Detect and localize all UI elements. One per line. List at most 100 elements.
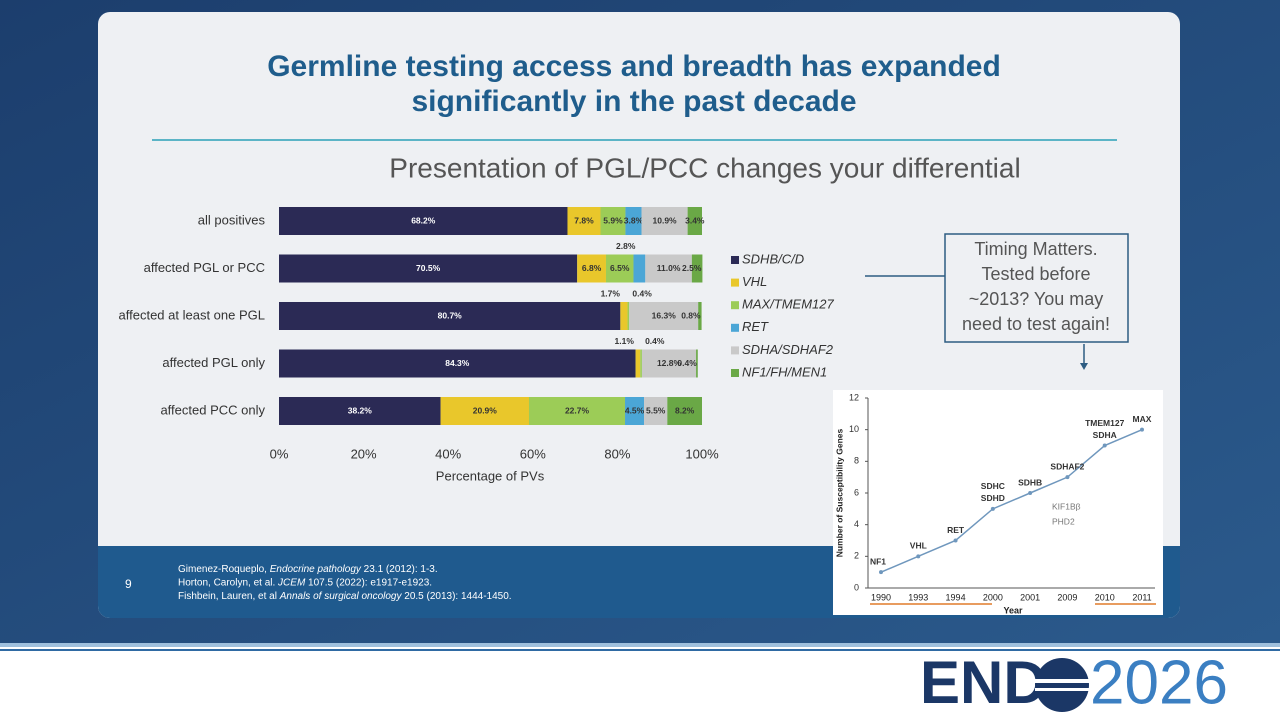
data-label: 4.5% (625, 405, 645, 415)
callout-box (944, 233, 1129, 343)
data-label: 11.0% (657, 263, 681, 273)
bar-segment (629, 302, 699, 330)
data-label: 8.2% (675, 405, 695, 415)
y-tick-label: 4 (854, 519, 859, 529)
data-label: 6.5% (610, 263, 630, 273)
data-label: 1.7% (601, 288, 621, 298)
reference-part: Gimenez-Roqueplo, (178, 564, 270, 575)
bar-segment (641, 349, 697, 378)
y-tick-label: 8 (854, 456, 859, 466)
callout-line: Timing Matters. (974, 239, 1097, 259)
point (1102, 443, 1107, 448)
reference: Gimenez-Roqueplo, Endocrine pathology 23… (178, 564, 438, 575)
point-label: SDHC (981, 481, 1005, 491)
legend-label: SDHB/C/D (742, 251, 804, 266)
category-label: affected at least one PGL (119, 307, 265, 322)
bar-segment (625, 397, 645, 425)
x-tick-label: 2011 (1132, 592, 1151, 602)
data-label: 3.8% (624, 215, 644, 225)
bar-segment (440, 397, 529, 425)
footer-rule (0, 643, 1280, 647)
bar-segment (698, 302, 702, 330)
reference-part: 107.5 (2022): e1917-e1923. (305, 577, 432, 588)
data-label: 2.8% (616, 241, 636, 251)
point (953, 538, 958, 543)
bar-segment (696, 349, 698, 378)
bar-segment (635, 349, 641, 378)
reference: Fishbein, Lauren, et al Annals of surgic… (178, 591, 512, 602)
bar-segment (567, 207, 601, 235)
x-tick-label: 1993 (908, 592, 928, 602)
legend-label: SDHA/SDHAF2 (742, 342, 834, 357)
point-label: SDHD (981, 493, 1005, 503)
x-tick-label: 20% (351, 446, 377, 461)
reference-part: 20.5 (2013): 1444-1450. (401, 591, 511, 602)
reference-part: JCEM (277, 577, 306, 588)
logo-right: 2026 (1090, 648, 1228, 717)
y-tick-label: 10 (849, 424, 859, 434)
data-label: 80.7% (438, 310, 463, 320)
legend-label: VHL (742, 274, 767, 289)
logo-left: END (920, 649, 1047, 716)
bar-segment (279, 349, 636, 378)
data-label: 0.4% (645, 336, 665, 346)
reference-part: Endocrine pathology (270, 564, 362, 575)
note: KIF1Bβ (1052, 501, 1081, 511)
legend-swatch (731, 256, 739, 264)
point-label: NF1 (870, 556, 886, 566)
x-tick-label: 80% (604, 446, 630, 461)
bar-segment (645, 254, 692, 283)
legend-label: MAX/TMEM127 (742, 297, 835, 312)
references: Gimenez-Roqueplo, Endocrine pathology 23… (178, 564, 512, 602)
reference-part: 23.1 (2012): 1-3. (361, 564, 438, 575)
callout-line: Tested before (981, 264, 1090, 284)
point (879, 570, 883, 575)
category-label: affected PGL or PCC (144, 260, 265, 275)
bar-segment (625, 207, 642, 235)
data-label: 0.4% (677, 358, 697, 368)
bar-segment (687, 207, 702, 235)
bar-segment (577, 254, 606, 283)
category-label: affected PGL only (162, 355, 265, 370)
data-label: 5.9% (603, 215, 623, 225)
category-label: affected PCC only (160, 402, 265, 417)
data-label: 84.3% (445, 358, 470, 368)
legend-swatch (731, 323, 739, 332)
bar-segment (667, 397, 702, 425)
data-label: 16.3% (652, 310, 677, 320)
point (1065, 475, 1070, 480)
bar-segment (279, 254, 578, 283)
bar-segment (627, 302, 630, 330)
data-label: 0.4% (632, 288, 652, 298)
x-tick-label: 60% (520, 446, 546, 461)
x-tick-label: 0% (270, 446, 289, 461)
point (1140, 427, 1144, 432)
data-label: 6.8% (582, 263, 602, 273)
logo-globe (1035, 658, 1089, 712)
bar-segment (279, 207, 568, 235)
point (990, 506, 995, 511)
bar-segment (640, 349, 642, 378)
category-label: all positives (198, 212, 266, 227)
inset-panel (833, 390, 1163, 615)
x-tick-label: 2001 (1020, 592, 1040, 602)
footer-rule (0, 649, 1280, 651)
legend-swatch (731, 369, 739, 377)
reference-part: Horton, Carolyn, et al. (178, 577, 278, 588)
x-tick-label: 100% (685, 446, 719, 461)
legend-swatch (731, 278, 739, 287)
data-label: 10.9% (653, 215, 678, 225)
bar-segment (528, 397, 626, 425)
callout-line: need to test again! (962, 314, 1110, 334)
bar-segment (691, 254, 703, 283)
callout-line: ~2013? You may (969, 289, 1104, 309)
data-label: 5.5% (646, 405, 666, 415)
bar-segment (641, 207, 688, 235)
data-label: 20.9% (473, 405, 498, 415)
legend-label: RET (742, 319, 769, 334)
x-tick-label: 1994 (946, 592, 966, 602)
note: PHD2 (1052, 516, 1075, 526)
x-tick-label: 1990 (871, 592, 891, 602)
data-label: 3.4% (685, 215, 705, 225)
